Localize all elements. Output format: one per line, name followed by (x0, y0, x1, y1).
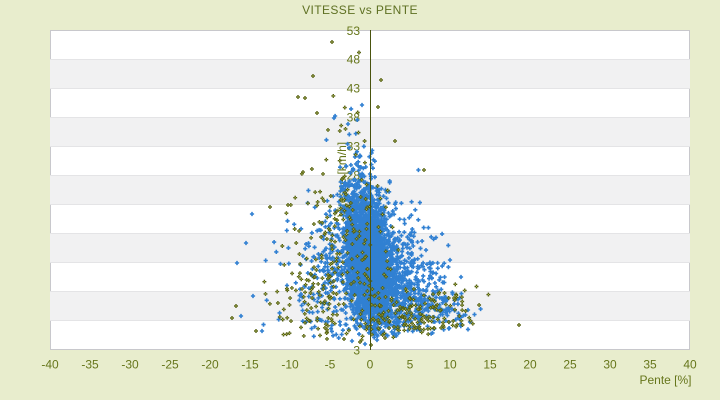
svg-text:5: 5 (407, 358, 414, 372)
svg-text:3: 3 (353, 343, 360, 357)
svg-text:0: 0 (367, 358, 374, 372)
svg-text:48: 48 (347, 52, 361, 66)
svg-text:25: 25 (563, 358, 577, 372)
svg-text:43: 43 (347, 81, 361, 95)
svg-text:-5: -5 (325, 358, 336, 372)
svg-text:-20: -20 (201, 358, 219, 372)
svg-text:-15: -15 (241, 358, 259, 372)
svg-text:-30: -30 (121, 358, 139, 372)
svg-text:30: 30 (603, 358, 617, 372)
svg-text:VITESSE vs PENTE: VITESSE vs PENTE (302, 3, 418, 17)
svg-text:-40: -40 (41, 358, 59, 372)
svg-text:Pente [%]: Pente [%] (639, 373, 691, 387)
svg-text:15: 15 (483, 358, 497, 372)
svg-text:-35: -35 (81, 358, 99, 372)
svg-text:20: 20 (523, 358, 537, 372)
svg-text:10: 10 (443, 358, 457, 372)
svg-text:35: 35 (643, 358, 657, 372)
svg-text:-10: -10 (281, 358, 299, 372)
svg-text:-25: -25 (161, 358, 179, 372)
svg-text:53: 53 (347, 24, 361, 38)
svg-text:40: 40 (683, 358, 697, 372)
